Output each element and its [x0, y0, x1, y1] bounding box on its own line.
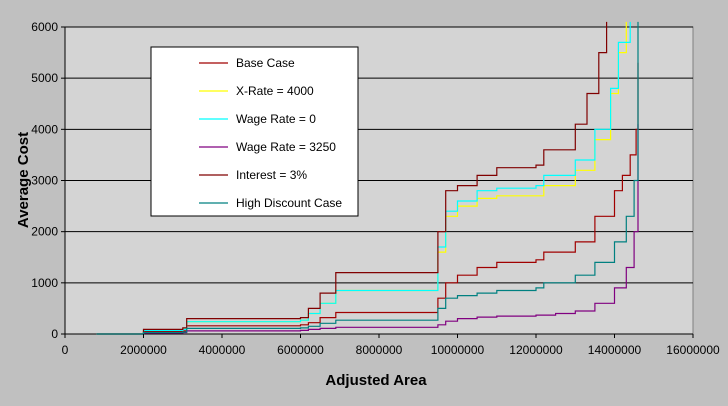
legend: Base Case X-Rate = 4000 Wage Rate = 0 Wage … [150, 46, 359, 217]
x-tick-label: 14000000 [588, 343, 642, 357]
x-axis-title: Adjusted Area [325, 372, 427, 389]
y-tick-label: 3000 [31, 174, 58, 188]
x-tick-label: 0 [62, 343, 69, 357]
x-tick-label: 4000000 [199, 343, 246, 357]
series-line-4 [96, 124, 639, 335]
legend-box [150, 46, 359, 217]
x-axis-ticks: 0 2000000 4000000 6000000 8000000 10000000 120… [62, 334, 720, 357]
series-lines [96, 21, 639, 335]
y-tick-label: 6000 [31, 20, 58, 34]
series-line-6 [96, 21, 639, 335]
x-tick-label: 10000000 [431, 343, 485, 357]
legend-label: Base Case [236, 56, 295, 70]
legend-label: Wage Rate = 0 [236, 112, 316, 126]
x-tick-label: 16000000 [666, 343, 720, 357]
y-tick-label: 1000 [31, 276, 58, 290]
series-line-1 [96, 62, 639, 335]
series-line-3 [96, 21, 631, 335]
legend-label: High Discount Case [236, 196, 342, 210]
y-axis-ticks: 0 1000 2000 3000 4000 5000 6000 [31, 20, 65, 341]
series-line-5 [96, 21, 608, 335]
y-axis-title: Average Cost [15, 132, 32, 228]
legend-label: Wage Rate = 3250 [236, 140, 336, 154]
y-tick-label: 4000 [31, 122, 58, 136]
legend-label: X-Rate = 4000 [236, 84, 314, 98]
y-tick-label: 2000 [31, 225, 58, 239]
x-tick-label: 8000000 [356, 343, 403, 357]
legend-label: Interest = 3% [236, 168, 307, 182]
y-tick-label: 5000 [31, 71, 58, 85]
x-tick-label: 6000000 [277, 343, 324, 357]
x-tick-label: 2000000 [120, 343, 167, 357]
x-tick-label: 12000000 [509, 343, 563, 357]
y-tick-label: 0 [51, 327, 58, 341]
